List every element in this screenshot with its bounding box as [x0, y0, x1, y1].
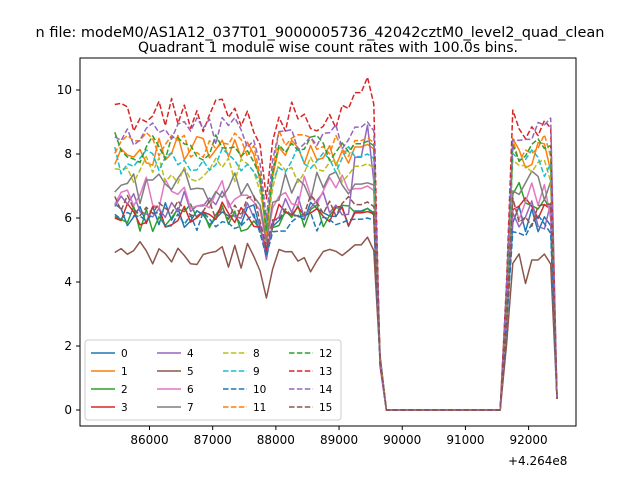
legend-label-3: 3: [121, 402, 128, 414]
figure-suptitle: n file: modeM0/AS1A12_037T01_9000005736_…: [36, 25, 605, 41]
legend-label-6: 6: [187, 384, 194, 396]
plot-area: 86000 87000 88000 89000 90000 91000 92000 0 2 4 6 8…: [57, 57, 577, 447]
legend-label-7: 7: [187, 402, 194, 414]
x-tick-label: 88000: [257, 433, 295, 447]
series-line-15: [114, 194, 558, 411]
chart-title: Quadrant 1 module wise count rates with …: [138, 40, 518, 56]
legend-label-4: 4: [187, 348, 194, 360]
x-tick-label: 86000: [130, 433, 168, 447]
series-line-12: [114, 132, 558, 411]
legend-label-9: 9: [253, 366, 260, 378]
series-line-11: [114, 129, 558, 411]
legend-label-2: 2: [121, 384, 128, 396]
legend-label-0: 0: [121, 348, 128, 360]
legend-label-13: 13: [319, 366, 332, 378]
axes-frame: [79, 57, 577, 427]
legend-label-10: 10: [253, 384, 266, 396]
series-group: [114, 76, 558, 411]
x-tick-label: 91000: [446, 433, 484, 447]
legend-label-1: 1: [121, 366, 128, 378]
x-offset-label: +4.264e8: [508, 454, 567, 468]
legend-box: [84, 339, 342, 421]
x-tick-label: 92000: [510, 433, 548, 447]
y-tick-label: 4: [64, 275, 72, 289]
series-line-14: [114, 116, 558, 411]
legend-label-5: 5: [187, 366, 194, 378]
legend-label-11: 11: [253, 402, 266, 414]
x-tick-label: 90000: [383, 433, 421, 447]
y-tick-label: 10: [57, 83, 72, 97]
legend-label-12: 12: [319, 348, 332, 360]
legend-label-8: 8: [253, 348, 260, 360]
y-tick-label: 8: [64, 147, 72, 161]
y-tick-label: 0: [64, 403, 72, 417]
x-tick-label: 89000: [320, 433, 358, 447]
legend-label-14: 14: [319, 384, 333, 396]
y-tick-label: 2: [64, 339, 72, 353]
y-tick-label: 6: [64, 211, 72, 225]
x-tick-label: 87000: [194, 433, 232, 447]
legend-label-15: 15: [319, 402, 332, 414]
